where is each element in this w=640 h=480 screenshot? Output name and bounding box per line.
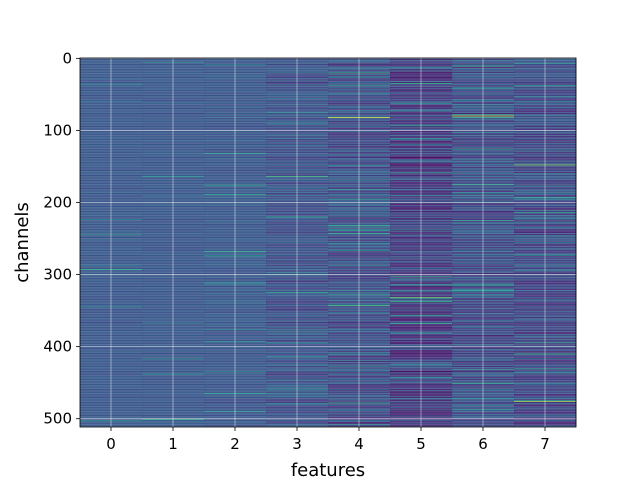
plot-area: [79, 57, 577, 428]
x-tick-label: 3: [292, 435, 302, 453]
x-tick-label: 5: [416, 435, 426, 453]
grid-lines: [80, 57, 576, 427]
x-tick-label: 2: [230, 435, 240, 453]
y-tick-label: 200: [43, 194, 72, 212]
x-tick-label: 4: [354, 435, 364, 453]
x-tick-label: 1: [168, 435, 178, 453]
y-tick-label: 0: [62, 49, 72, 67]
x-axis-label: features: [291, 460, 365, 480]
x-tick-label: 6: [478, 435, 488, 453]
y-tick-label: 400: [43, 338, 72, 356]
y-tick-label: 500: [43, 410, 72, 428]
y-tick-label: 300: [43, 266, 72, 284]
x-axis: 0 1 2 3 4 5 6 7: [106, 427, 550, 453]
y-tick-label: 100: [43, 121, 72, 139]
plot-frame: [79, 57, 577, 428]
y-axis: 0 100 200 300 400 500: [43, 49, 80, 428]
y-axis-label: channels: [12, 202, 33, 283]
heatmap-cells: [80, 58, 577, 428]
x-tick-label: 7: [540, 435, 550, 453]
x-tick-label: 0: [106, 435, 116, 453]
